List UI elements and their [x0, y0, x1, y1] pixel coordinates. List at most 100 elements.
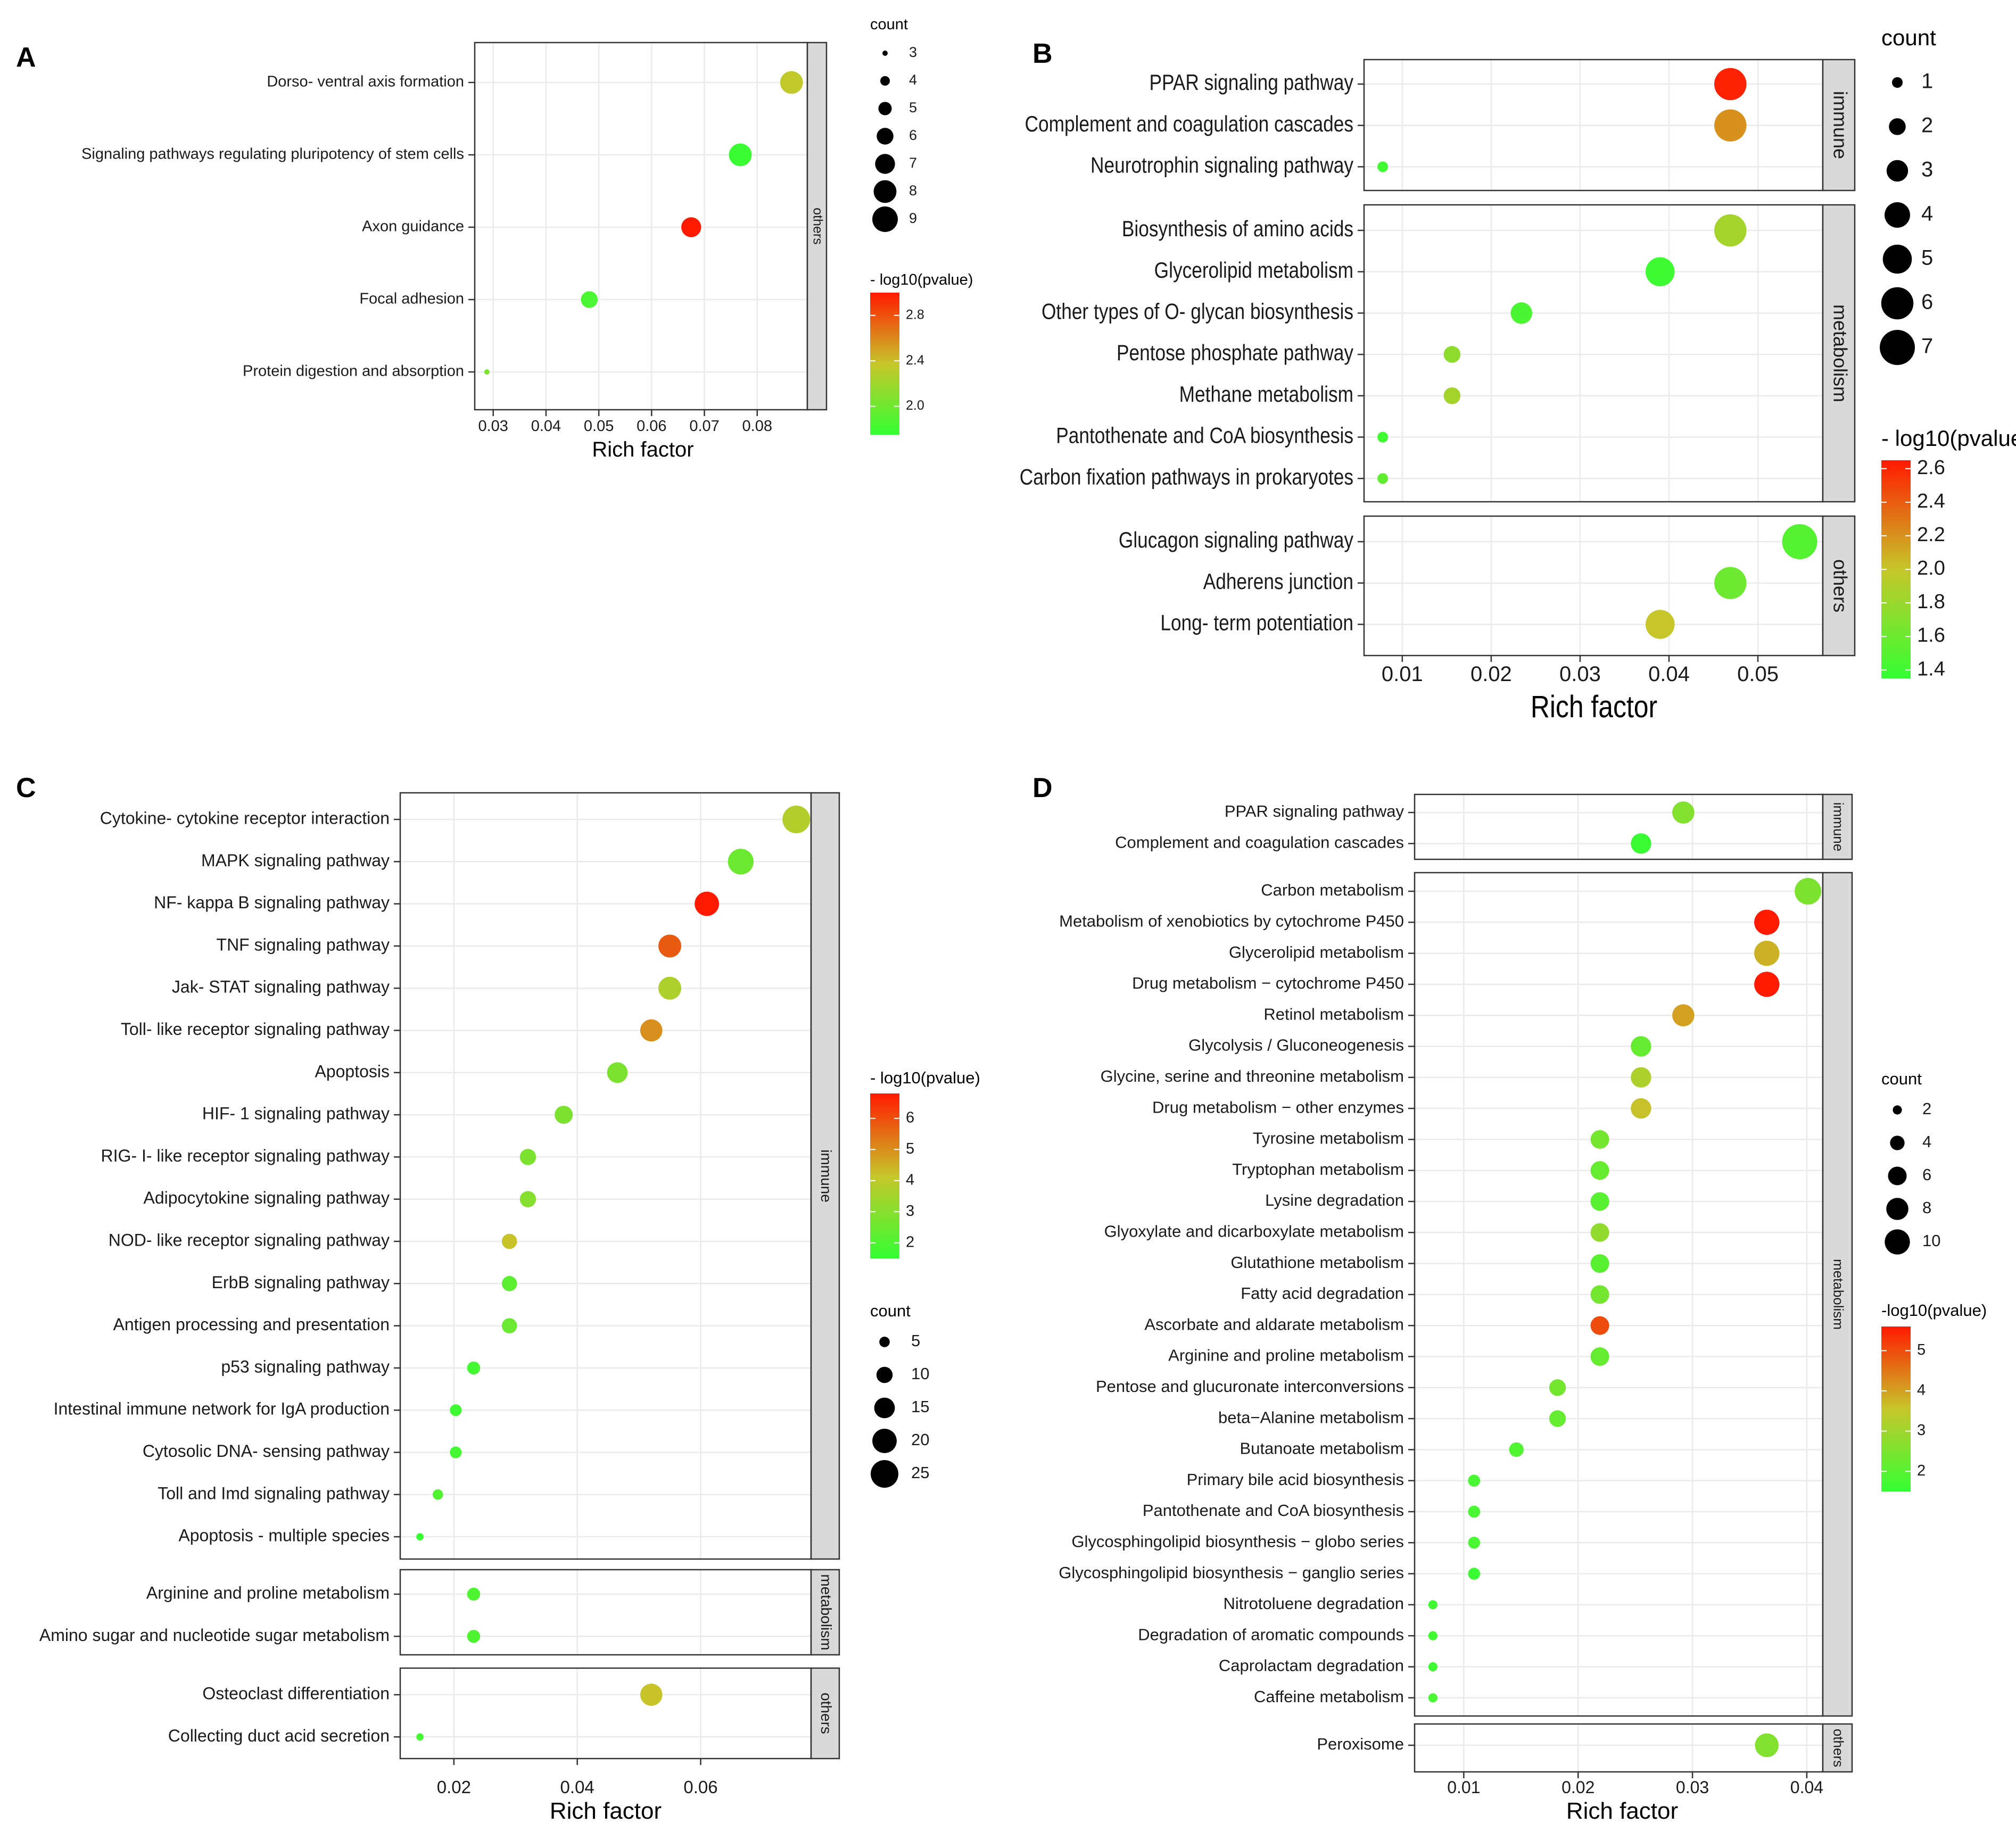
y-tick-label: Ascorbate and aldarate metabolism: [1144, 1315, 1404, 1333]
y-tick-label: Neurotrophin signaling pathway: [1090, 153, 1354, 178]
y-tick-label: Jak- STAT signaling pathway: [172, 977, 390, 997]
y-tick-label: Carbon metabolism: [1261, 881, 1404, 899]
y-tick-label: Carbon fixation pathways in prokaryotes: [1020, 465, 1353, 490]
size-legend-label: 4: [909, 72, 917, 88]
size-legend-dot: [877, 128, 894, 145]
facet-strip-label: immune: [1829, 91, 1851, 159]
panel-letter-a: A: [16, 42, 36, 73]
y-tick-label: PPAR signaling pathway: [1225, 802, 1404, 820]
size-legend-label: 6: [1921, 291, 1933, 314]
size-legend-label: 6: [909, 127, 917, 143]
data-point: [1631, 1067, 1651, 1088]
y-tick-label: Cytokine- cytokine receptor interaction: [100, 808, 390, 827]
data-point: [1714, 567, 1747, 599]
y-tick-label: Adherens junction: [1203, 569, 1353, 594]
facet-panel: [400, 1570, 811, 1655]
color-legend-title-c: - log10(pvalue): [870, 1068, 980, 1087]
color-legend-label: 5: [906, 1140, 914, 1157]
color-legend-label: 2.8: [906, 307, 924, 322]
y-tick-label: Glutathione metabolism: [1230, 1253, 1404, 1272]
size-legend-dot: [1881, 287, 1914, 320]
data-point: [1468, 1536, 1481, 1549]
x-axis-label-d: Rich factor: [1566, 1798, 1678, 1824]
data-point: [780, 71, 803, 94]
y-tick-label: Cytosolic DNA- sensing pathway: [143, 1441, 390, 1461]
y-tick-label: Biosynthesis of amino acids: [1122, 217, 1353, 242]
y-tick-label: MAPK signaling pathway: [201, 851, 390, 870]
data-point: [416, 1733, 424, 1741]
y-tick-label: Glycosphingolipid biosynthesis − ganglio…: [1059, 1563, 1404, 1582]
y-tick-label: Methane metabolism: [1179, 382, 1353, 407]
data-point: [1443, 346, 1461, 363]
y-tick-label: Caffeine metabolism: [1254, 1687, 1404, 1706]
y-tick-label: RIG- I- like receptor signaling pathway: [101, 1146, 390, 1165]
facet-strip: [810, 792, 840, 1560]
x-tick-label: 0.05: [584, 418, 614, 435]
data-point: [1428, 1600, 1437, 1610]
y-tick-label: Pantothenate and CoA biosynthesis: [1143, 1501, 1404, 1520]
data-point: [1754, 940, 1780, 966]
data-point: [1590, 1254, 1609, 1273]
y-tick-label: Arginine and proline metabolism: [1168, 1346, 1404, 1365]
x-tick-label: 0.03: [1559, 662, 1601, 686]
facet-strip-label: others: [1831, 1729, 1847, 1767]
color-legend-label: 6: [906, 1109, 914, 1126]
x-tick-label: 0.01: [1447, 1778, 1480, 1797]
data-point: [1468, 1474, 1481, 1487]
data-point: [1795, 878, 1822, 905]
data-point: [432, 1489, 443, 1500]
data-point: [501, 1276, 517, 1291]
size-legend-dot: [1888, 1166, 1907, 1186]
facet-panel: [1415, 794, 1823, 859]
data-point: [658, 934, 682, 958]
y-tick-label: Peroxisome: [1317, 1735, 1404, 1753]
facet-strip: [1822, 872, 1853, 1717]
size-legend-dot: [1885, 1229, 1910, 1255]
x-axis-label-a: Rich factor: [592, 438, 693, 461]
size-legend-label: 5: [909, 100, 917, 115]
data-point: [519, 1191, 536, 1207]
y-tick-label: Adipocytokine signaling pathway: [143, 1188, 390, 1207]
size-legend-label: 1: [1921, 70, 1933, 93]
y-tick-label: Glycolysis / Gluconeogenesis: [1188, 1036, 1404, 1055]
data-point: [1714, 109, 1747, 142]
panel-a: A Rich factor count - log10(pvalue) othe…: [16, 16, 973, 461]
data-point: [1755, 1733, 1779, 1758]
facet-panel: [400, 793, 811, 1559]
size-legend-dot: [1880, 330, 1915, 365]
data-point: [1468, 1568, 1481, 1580]
size-legend-label: 4: [1922, 1132, 1931, 1151]
size-legend-dot: [872, 1429, 897, 1453]
data-point: [1443, 387, 1461, 404]
y-tick-label: Lysine degradation: [1265, 1191, 1404, 1209]
data-point: [1590, 1130, 1609, 1149]
x-tick-label: 0.05: [1737, 662, 1779, 686]
color-legend-label: 1.8: [1917, 591, 1945, 613]
data-point: [1631, 1036, 1651, 1057]
color-legend-label: 2.6: [1917, 457, 1945, 479]
size-legend-dot: [876, 1366, 893, 1383]
size-legend-title-b: count: [1881, 25, 1936, 50]
color-legend-label: 5: [1917, 1341, 1926, 1358]
x-tick-label: 0.03: [478, 418, 508, 435]
size-legend-dot: [1890, 1135, 1905, 1150]
facet-strip-label: metabolism: [1829, 304, 1851, 402]
x-tick-label: 0.08: [742, 418, 772, 435]
y-tick-label: Signaling pathways regulating pluripoten…: [81, 146, 464, 163]
color-legend-title-d: -log10(pvalue): [1881, 1301, 1987, 1320]
data-point: [1590, 1161, 1609, 1180]
size-legend-dot: [874, 1397, 895, 1419]
data-point: [1590, 1223, 1609, 1242]
data-point: [681, 217, 701, 237]
y-tick-label: Drug metabolism − other enzymes: [1152, 1098, 1404, 1116]
size-legend-label: 8: [1922, 1198, 1931, 1217]
data-point: [728, 849, 754, 875]
data-point: [1782, 524, 1817, 559]
data-point: [1631, 833, 1651, 854]
facet-panel: [475, 43, 807, 410]
facet-strip: [1822, 59, 1856, 192]
data-point: [1377, 161, 1389, 172]
data-point: [1428, 1662, 1437, 1672]
data-point: [1714, 214, 1747, 247]
